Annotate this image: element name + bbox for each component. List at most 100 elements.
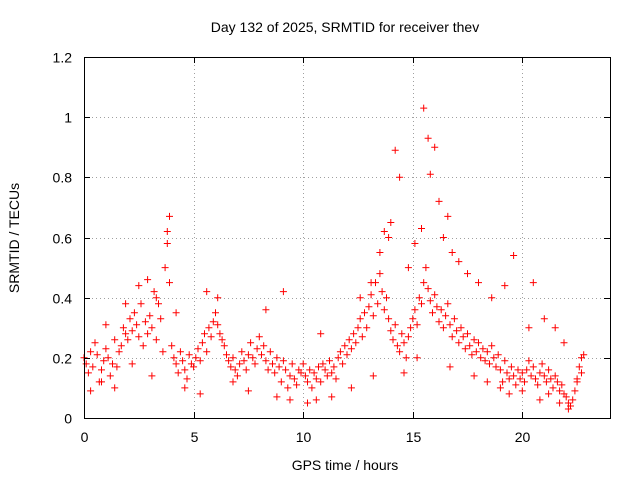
data-point xyxy=(426,297,434,305)
data-point xyxy=(119,324,127,332)
data-point xyxy=(571,387,579,395)
data-point xyxy=(207,333,215,341)
data-point xyxy=(255,333,263,341)
data-point xyxy=(358,333,366,341)
data-point xyxy=(326,357,333,365)
data-point xyxy=(98,378,105,386)
data-point xyxy=(455,258,463,266)
data-point xyxy=(269,360,276,368)
data-point xyxy=(404,264,412,272)
data-point xyxy=(192,354,200,362)
data-point xyxy=(413,321,421,329)
data-point xyxy=(540,372,548,380)
data-point xyxy=(437,306,445,314)
chart-title: Day 132 of 2025, SRMTID for receiver the… xyxy=(211,19,479,35)
data-point xyxy=(128,360,136,368)
data-point xyxy=(363,324,371,332)
data-point xyxy=(481,357,489,365)
data-point xyxy=(457,324,465,332)
data-point xyxy=(301,372,309,380)
data-point xyxy=(578,369,585,377)
data-point xyxy=(551,324,559,332)
data-point xyxy=(233,372,241,380)
data-point xyxy=(374,300,382,308)
data-point xyxy=(223,351,230,359)
data-point xyxy=(238,348,246,356)
data-point xyxy=(518,369,526,377)
data-point xyxy=(98,366,105,374)
y-tick-label: 0.2 xyxy=(53,351,73,367)
data-point xyxy=(141,318,149,326)
data-point xyxy=(455,339,463,347)
data-point xyxy=(293,381,301,389)
data-point xyxy=(242,366,250,374)
data-point xyxy=(518,387,526,395)
data-point xyxy=(466,342,474,350)
data-point xyxy=(220,342,228,350)
data-point xyxy=(124,336,132,344)
data-point xyxy=(516,375,524,383)
data-point xyxy=(227,363,235,371)
data-point xyxy=(308,384,316,392)
data-point xyxy=(545,366,553,374)
data-point xyxy=(286,372,294,380)
data-point xyxy=(317,378,325,386)
data-point xyxy=(475,339,482,347)
data-point xyxy=(510,372,518,380)
data-point xyxy=(580,351,588,359)
data-point xyxy=(464,330,471,338)
data-point xyxy=(113,363,121,371)
data-point xyxy=(472,348,480,356)
data-point xyxy=(525,357,533,365)
data-point xyxy=(102,345,110,353)
data-point xyxy=(163,240,171,247)
data-point xyxy=(389,336,397,344)
data-point xyxy=(385,315,393,323)
data-point xyxy=(429,309,436,317)
data-point xyxy=(244,351,252,359)
data-point xyxy=(527,372,535,380)
data-point xyxy=(347,345,355,353)
data-point xyxy=(106,372,114,380)
data-point xyxy=(100,357,108,365)
data-point xyxy=(144,276,152,284)
data-point xyxy=(545,390,553,398)
data-point xyxy=(483,378,491,386)
data-point xyxy=(507,363,515,371)
data-point xyxy=(475,279,482,287)
y-tick-label: 1 xyxy=(64,110,72,126)
data-point xyxy=(426,170,434,178)
data-point xyxy=(393,342,401,350)
data-point xyxy=(249,354,257,362)
data-point xyxy=(328,369,336,377)
data-point xyxy=(330,363,338,371)
data-point xyxy=(459,333,467,341)
data-point xyxy=(383,294,390,302)
data-point xyxy=(367,279,375,287)
data-point xyxy=(448,249,456,256)
x-tick-label: 15 xyxy=(406,429,422,445)
data-point xyxy=(385,234,393,241)
data-points xyxy=(80,104,588,413)
data-point xyxy=(299,360,307,368)
data-point xyxy=(104,354,112,362)
data-point xyxy=(244,387,252,395)
data-point xyxy=(262,357,270,365)
data-point xyxy=(214,294,222,302)
data-point xyxy=(400,339,408,347)
data-point xyxy=(407,324,415,332)
data-point xyxy=(183,375,191,383)
data-point xyxy=(271,369,279,377)
data-point xyxy=(448,333,456,341)
data-point xyxy=(350,330,358,338)
data-point xyxy=(135,333,143,341)
data-point xyxy=(523,366,531,374)
data-point xyxy=(431,291,439,299)
data-point xyxy=(170,354,178,362)
data-point xyxy=(549,384,557,392)
data-point xyxy=(450,315,458,323)
data-point xyxy=(396,173,404,181)
data-point xyxy=(424,285,432,293)
data-point xyxy=(133,321,141,329)
data-point xyxy=(534,381,542,389)
